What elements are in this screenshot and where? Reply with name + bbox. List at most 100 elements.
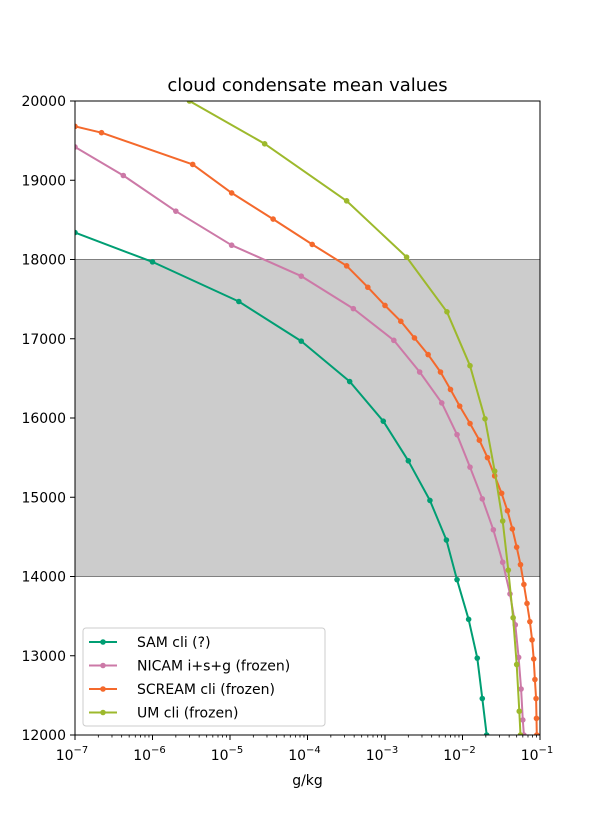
data-point (516, 708, 523, 715)
data-point (120, 172, 127, 179)
data-point (298, 273, 305, 279)
data-point (509, 526, 516, 532)
data-point (490, 526, 497, 533)
x-tick-label: 10−3 (366, 745, 399, 764)
data-point (298, 338, 305, 344)
data-point (499, 518, 506, 524)
data-point (529, 637, 535, 643)
legend-label: SCREAM cli (frozen) (137, 682, 275, 698)
chart-title: cloud condensate mean values (167, 75, 447, 96)
data-point (456, 403, 463, 409)
series-0 (75, 229, 490, 735)
data-point (533, 715, 540, 722)
shaded-band-layer (75, 259, 540, 577)
data-point (427, 497, 433, 504)
data-point (524, 600, 530, 607)
series-line (75, 146, 525, 735)
y-tick-label: 15000 (21, 490, 66, 506)
data-point (476, 437, 483, 443)
x-tick-label: 10−1 (521, 745, 554, 764)
data-point (411, 335, 418, 341)
data-point (403, 254, 410, 260)
series-line (189, 101, 522, 735)
legend-label: NICAM i+s+g (frozen) (137, 659, 290, 675)
data-point (517, 561, 524, 568)
data-point (517, 732, 524, 735)
data-point (75, 229, 78, 236)
data-point (479, 496, 486, 502)
data-point (398, 318, 404, 325)
data-point (437, 369, 444, 375)
x-tick-label: 10−5 (211, 745, 244, 764)
legend-label: SAM cli (?) (137, 635, 211, 651)
legend-label: UM cli (frozen) (137, 706, 238, 722)
legend-swatch-marker (100, 686, 106, 692)
series-line (75, 231, 488, 735)
x-tick-label: 10−7 (56, 745, 89, 764)
data-point (527, 618, 533, 625)
data-point (467, 464, 473, 470)
legend: SAM cli (?) NICAM i+s+g (frozen) SCREAM cl… (82, 627, 326, 727)
data-point (520, 717, 526, 723)
data-point (479, 695, 486, 702)
data-point (532, 676, 538, 683)
data-point (498, 490, 505, 497)
x-tick-label: 10−6 (133, 745, 166, 764)
data-point (261, 140, 268, 147)
data-point (391, 337, 397, 344)
data-point (350, 305, 357, 312)
data-point (447, 386, 454, 393)
data-point (467, 362, 473, 369)
data-point (343, 263, 350, 269)
data-point (530, 656, 537, 662)
data-point (533, 695, 539, 702)
data-point (270, 216, 276, 222)
series-2 (75, 123, 540, 735)
data-point (416, 369, 423, 375)
y-tick-label: 20000 (21, 94, 66, 110)
data-point (343, 198, 350, 204)
data-point (465, 616, 472, 623)
data-point (474, 655, 481, 661)
legend-swatch-marker (100, 709, 106, 716)
x-tick-label: 10−2 (443, 745, 476, 764)
data-point (454, 576, 460, 583)
x-axis-title: g/kg (292, 773, 323, 789)
data-point (425, 351, 431, 358)
data-point (346, 378, 353, 385)
data-point (186, 101, 193, 104)
y-tick-label: 17000 (21, 332, 66, 348)
data-point (382, 302, 388, 309)
y-tick-label: 13000 (21, 649, 66, 665)
data-point (365, 284, 371, 291)
legend-box (82, 627, 326, 727)
legend-swatch-marker (100, 662, 106, 669)
data-point (444, 309, 450, 315)
data-point (518, 686, 524, 692)
data-point (521, 581, 527, 588)
series-layer (75, 101, 540, 735)
data-point (228, 190, 235, 196)
data-point (380, 418, 387, 424)
data-point (309, 241, 316, 248)
data-point (454, 431, 460, 438)
data-point (228, 242, 235, 249)
data-point (98, 129, 105, 136)
data-point (491, 468, 498, 474)
y-tick-label: 19000 (21, 173, 66, 189)
y-tick-label: 18000 (21, 253, 66, 269)
data-point (534, 732, 540, 735)
data-point (173, 208, 179, 214)
data-point (504, 507, 511, 514)
data-point (75, 144, 78, 150)
series-3 (186, 101, 524, 735)
y-tick-label: 14000 (21, 570, 66, 586)
data-point (467, 420, 473, 427)
data-point (482, 415, 488, 422)
x-tick-label: 10−4 (288, 745, 321, 764)
legend-swatch-marker (100, 639, 106, 645)
y-tick-label: 16000 (21, 411, 66, 427)
shaded-band (75, 259, 540, 577)
y-tick-label: 12000 (21, 728, 66, 744)
